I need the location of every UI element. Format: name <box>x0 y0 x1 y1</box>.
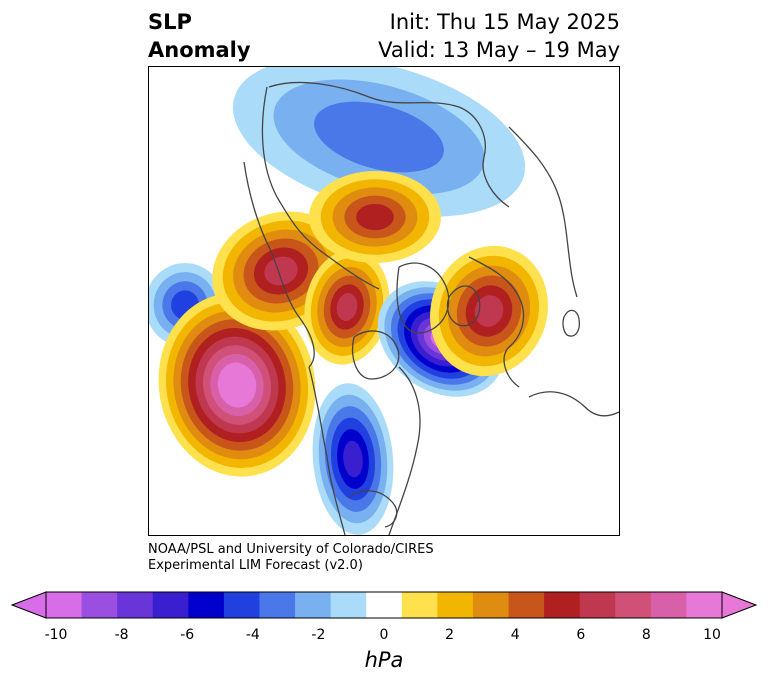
colorbar-tick-label: -4 <box>245 627 260 643</box>
colorbar-bin <box>330 592 367 618</box>
map-subtitle: Init: Thu 15 May 2025 Valid: 13 May – 19… <box>300 8 620 64</box>
anomaly-arctic-canada-low <box>232 67 526 217</box>
colorbar-tick-label: -2 <box>311 627 326 643</box>
colorbar-tick-label: 2 <box>445 627 455 643</box>
coastline <box>268 81 510 208</box>
colorbar-bin <box>472 592 510 618</box>
colorbar-bin <box>544 592 581 618</box>
credit-line-2: Experimental LIM Forecast (v2.0) <box>148 558 363 573</box>
anomaly-central-us-low <box>312 383 394 535</box>
colorbar-tick-label: -8 <box>114 627 129 643</box>
map-panel <box>148 66 620 536</box>
colorbar <box>10 591 758 619</box>
coastline <box>261 86 380 290</box>
coastline <box>396 262 450 334</box>
map-title: SLP Anomaly <box>148 8 251 64</box>
colorbar-bin <box>81 592 118 618</box>
anomaly-scandinavia-high <box>430 245 548 377</box>
init-date: Init: Thu 15 May 2025 <box>389 10 620 34</box>
colorbar-under-arrow <box>10 591 47 619</box>
title-variable: SLP <box>148 10 192 34</box>
colorbar-bin <box>508 592 545 618</box>
coastline <box>351 330 400 380</box>
colorbar-tick-label: 10 <box>703 627 721 643</box>
anomaly-contour <box>474 295 504 327</box>
slp-anomaly-map <box>149 67 619 535</box>
colorbar-tick-label: 0 <box>379 627 389 643</box>
coastline <box>243 161 315 368</box>
coastline <box>446 285 481 327</box>
credit-text: NOAA/PSL and University of Colorado/CIRE… <box>148 542 434 574</box>
anomaly-contour <box>336 293 358 321</box>
colorbar-tick-label: 4 <box>510 627 520 643</box>
colorbar-tick-label: -10 <box>44 627 68 643</box>
anomaly-contour <box>343 440 363 478</box>
colorbar-bin <box>366 592 403 618</box>
colorbar-tick-label: 8 <box>641 627 651 643</box>
colorbar-unit: hPa <box>364 648 404 672</box>
credit-line-1: NOAA/PSL and University of Colorado/CIRE… <box>148 542 434 557</box>
coastline <box>468 256 525 388</box>
anomaly-contour <box>314 101 444 173</box>
coastline <box>348 490 398 528</box>
anomaly-contour <box>356 203 394 231</box>
colorbar-bin <box>686 592 723 618</box>
colorbar-tick-label: -6 <box>180 627 195 643</box>
coastline <box>562 309 581 337</box>
coastline <box>308 366 346 535</box>
anomaly-east-siberia-high <box>309 171 441 263</box>
colorbar-bin <box>295 592 332 618</box>
colorbar-bin <box>223 592 260 618</box>
colorbar-bin <box>650 592 687 618</box>
coastline <box>528 391 619 417</box>
anomaly-contour <box>225 371 249 399</box>
valid-range: Valid: 13 May – 19 May <box>378 38 620 62</box>
coastline <box>508 126 578 298</box>
colorbar-bin <box>117 592 154 618</box>
colorbar-bin <box>46 592 83 618</box>
anomaly-contour <box>264 256 298 286</box>
colorbar-tick-label: 6 <box>576 627 586 643</box>
colorbar-bin <box>615 592 652 618</box>
colorbar-bin <box>437 592 474 618</box>
colorbar-over-arrow <box>721 591 758 619</box>
colorbar-bin <box>188 592 225 618</box>
colorbar-outline <box>45 591 723 619</box>
coastline <box>388 366 421 535</box>
colorbar-bin <box>401 592 438 618</box>
colorbar-bin <box>259 592 296 618</box>
anomaly-gulf-of-alaska-high <box>158 293 316 477</box>
colorbar-bin <box>152 592 189 618</box>
title-type: Anomaly <box>148 38 251 62</box>
colorbar-bin <box>579 592 616 618</box>
